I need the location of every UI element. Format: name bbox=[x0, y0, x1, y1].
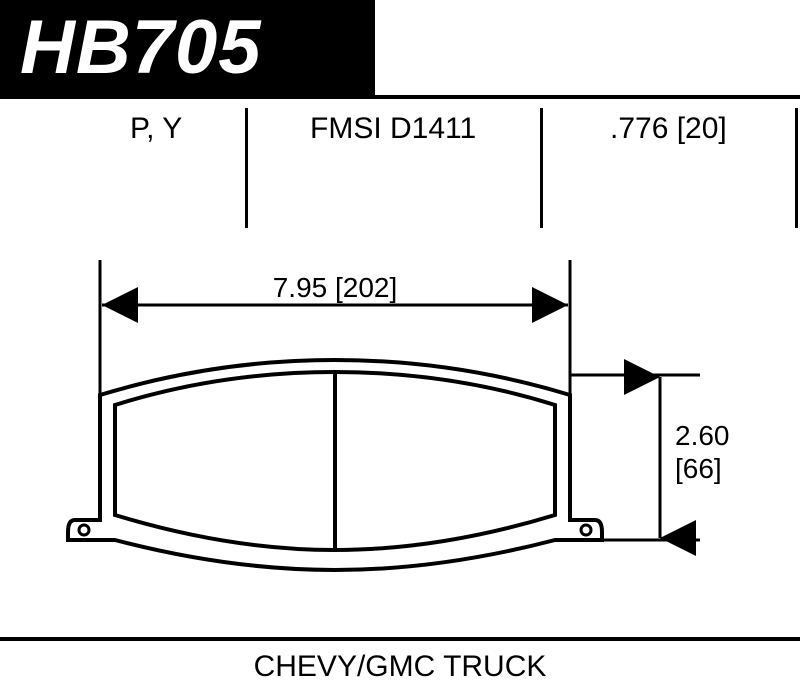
bottom-rule bbox=[0, 637, 800, 641]
codes-cell: P, Y bbox=[130, 112, 182, 146]
height-dim-mm: [66] bbox=[675, 453, 722, 484]
thickness-cell: .776 [20] bbox=[610, 112, 727, 146]
separator-tick bbox=[540, 108, 543, 228]
width-dim-label: 7.95 [202] bbox=[273, 272, 398, 303]
part-number: HB705 bbox=[20, 4, 262, 91]
fmsi-cell: FMSI D1411 bbox=[310, 112, 476, 146]
info-row: P, Y FMSI D1411 .776 [20] bbox=[0, 112, 800, 160]
separator-tick bbox=[795, 108, 798, 228]
header-bar: HB705 bbox=[0, 0, 375, 95]
top-rule bbox=[0, 95, 800, 99]
application-label: CHEVY/GMC TRUCK bbox=[0, 650, 800, 684]
mounting-hole-left bbox=[79, 525, 89, 535]
mounting-hole-right bbox=[581, 525, 591, 535]
separator-tick bbox=[245, 108, 248, 228]
height-dim-in: 2.60 bbox=[675, 420, 730, 451]
brake-pad-diagram: 7.95 [202] 2.60 [66] bbox=[40, 260, 760, 620]
